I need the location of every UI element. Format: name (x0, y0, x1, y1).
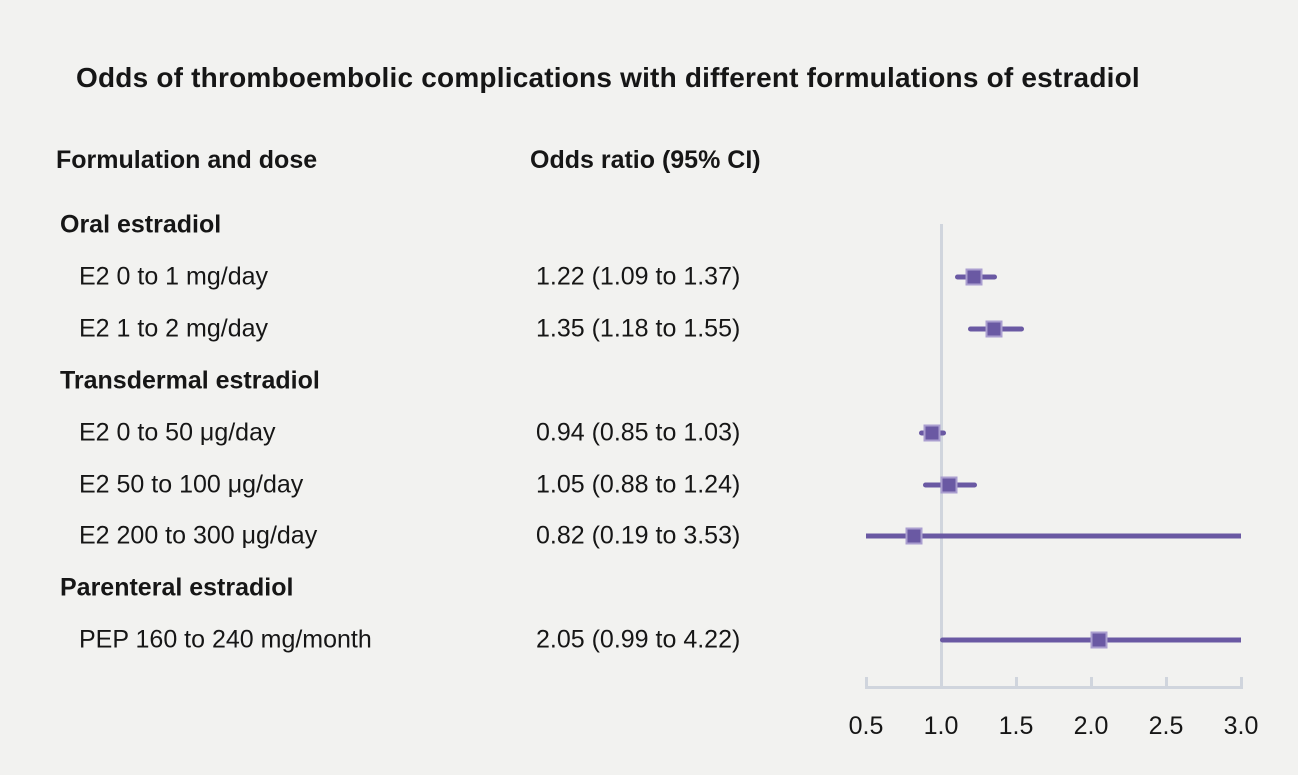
estimate-marker (965, 268, 983, 286)
estimate-marker (1090, 631, 1107, 649)
row-or-value: 1.35 (1.18 to 1.55) (536, 314, 741, 343)
figure-title: Odds of thromboembolic complications wit… (76, 62, 1140, 93)
row-or-value: 1.22 (1.09 to 1.37) (536, 262, 741, 291)
group-label: Oral estradiol (60, 210, 222, 239)
x-axis-tick (939, 677, 943, 686)
column-header-formulation: Formulation and dose (56, 146, 318, 174)
row-label: E2 50 to 100 μg/day (79, 470, 304, 498)
group-label: Transdermal estradiol (60, 366, 320, 395)
x-axis-tick-label: 3.0 (1223, 712, 1259, 740)
row-label: E2 200 to 300 μg/day (79, 521, 318, 550)
x-axis-tick (1164, 677, 1168, 686)
x-axis-tick-label: 1.0 (923, 712, 959, 740)
x-axis-tick-label: 0.5 (848, 712, 884, 740)
group-label: Parenteral estradiol (60, 573, 294, 602)
x-axis-tick (864, 677, 868, 686)
row-label: E2 1 to 2 mg/day (79, 314, 269, 343)
x-axis-tick (1239, 677, 1243, 686)
row-or-value: 2.05 (0.99 to 4.22) (536, 625, 741, 654)
row-or-value: 1.05 (0.88 to 1.24) (536, 470, 741, 498)
estimate-marker (905, 527, 923, 545)
row-or-value: 0.94 (0.85 to 1.03) (536, 418, 741, 447)
x-axis-tick-label: 2.5 (1148, 712, 1184, 740)
estimate-marker (923, 424, 941, 442)
x-axis-tick-label: 1.5 (998, 712, 1034, 740)
x-axis-tick (1089, 677, 1093, 686)
estimate-marker (940, 476, 957, 493)
row-or-value: 0.82 (0.19 to 3.53) (536, 521, 741, 550)
reference-line (939, 224, 943, 689)
row-label: E2 0 to 1 mg/day (79, 262, 269, 291)
row-label: E2 0 to 50 μg/day (79, 418, 276, 447)
x-axis-tick-label: 2.0 (1073, 712, 1109, 740)
x-axis-tick (1014, 677, 1018, 686)
row-label: PEP 160 to 240 mg/month (79, 625, 372, 654)
column-header-odds-ratio: Odds ratio (95% CI) (530, 146, 761, 174)
ci-line (866, 533, 1241, 539)
estimate-marker (985, 320, 1002, 338)
x-axis-line (864, 686, 1243, 689)
